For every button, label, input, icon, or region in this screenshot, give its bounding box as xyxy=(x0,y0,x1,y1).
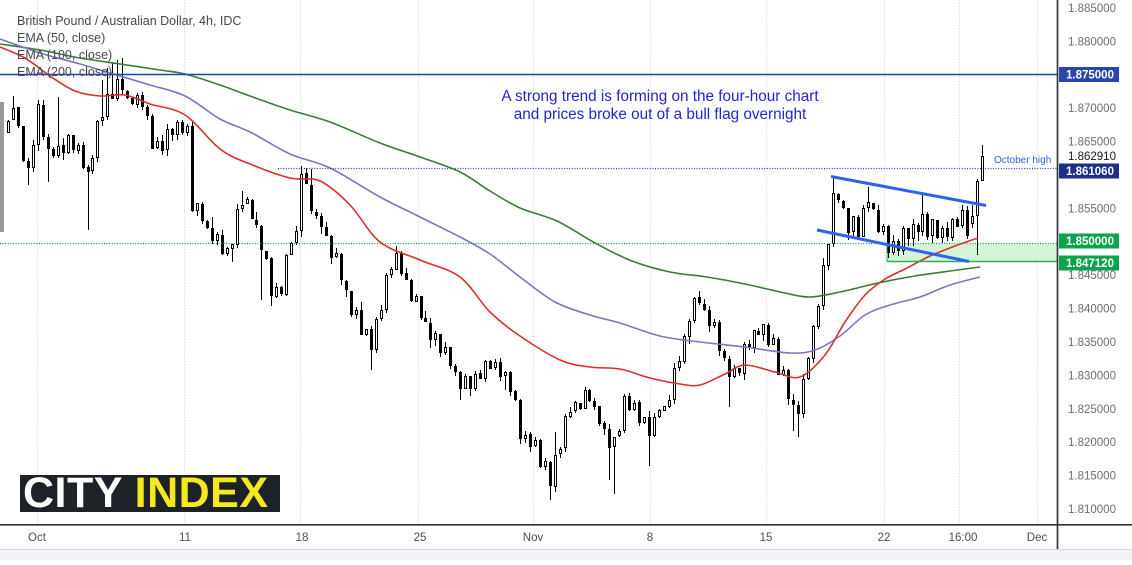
svg-text:Nov: Nov xyxy=(523,532,544,544)
svg-text:1.880000: 1.880000 xyxy=(1068,36,1116,48)
svg-text:1.885000: 1.885000 xyxy=(1068,3,1116,15)
svg-text:1.861060: 1.861060 xyxy=(1066,166,1114,178)
svg-text:Dec: Dec xyxy=(1027,532,1048,544)
svg-text:16:00: 16:00 xyxy=(949,532,978,544)
svg-text:25: 25 xyxy=(414,532,427,544)
svg-text:8: 8 xyxy=(647,532,653,544)
svg-text:15: 15 xyxy=(760,532,773,544)
svg-text:1.865000: 1.865000 xyxy=(1068,137,1116,149)
svg-text:1.845000: 1.845000 xyxy=(1068,270,1116,282)
svg-text:22: 22 xyxy=(878,532,891,544)
svg-text:1.875000: 1.875000 xyxy=(1066,70,1114,82)
svg-text:British Pound / Australian Dol: British Pound / Australian Dollar, 4h, I… xyxy=(17,14,241,28)
svg-text:and prices broke out of a bull: and prices broke out of a bull flag over… xyxy=(514,106,807,123)
svg-text:1.870000: 1.870000 xyxy=(1068,103,1116,115)
svg-text:1.847120: 1.847120 xyxy=(1066,258,1114,270)
svg-text:A strong trend is forming on t: A strong trend is forming on the four-ho… xyxy=(501,88,819,105)
svg-text:1.855000: 1.855000 xyxy=(1068,203,1116,215)
svg-text:1.815000: 1.815000 xyxy=(1068,471,1116,483)
svg-text:1.840000: 1.840000 xyxy=(1068,304,1116,316)
svg-text:EMA (200, close): EMA (200, close) xyxy=(17,65,112,79)
svg-text:CITY INDEX: CITY INDEX xyxy=(23,469,269,517)
svg-text:Oct: Oct xyxy=(28,532,47,544)
svg-text:1.835000: 1.835000 xyxy=(1068,337,1116,349)
svg-text:1.850000: 1.850000 xyxy=(1066,236,1114,248)
svg-text:1.820000: 1.820000 xyxy=(1068,437,1116,449)
svg-text:1.830000: 1.830000 xyxy=(1068,370,1116,382)
svg-text:October high: October high xyxy=(994,155,1051,166)
svg-text:1.862910: 1.862910 xyxy=(1068,151,1116,163)
svg-text:EMA (100, close): EMA (100, close) xyxy=(17,48,112,62)
svg-text:11: 11 xyxy=(179,532,191,544)
svg-text:18: 18 xyxy=(296,532,309,544)
svg-text:1.810000: 1.810000 xyxy=(1068,504,1116,516)
svg-text:EMA (50, close): EMA (50, close) xyxy=(17,31,105,45)
svg-text:1.825000: 1.825000 xyxy=(1068,404,1116,416)
